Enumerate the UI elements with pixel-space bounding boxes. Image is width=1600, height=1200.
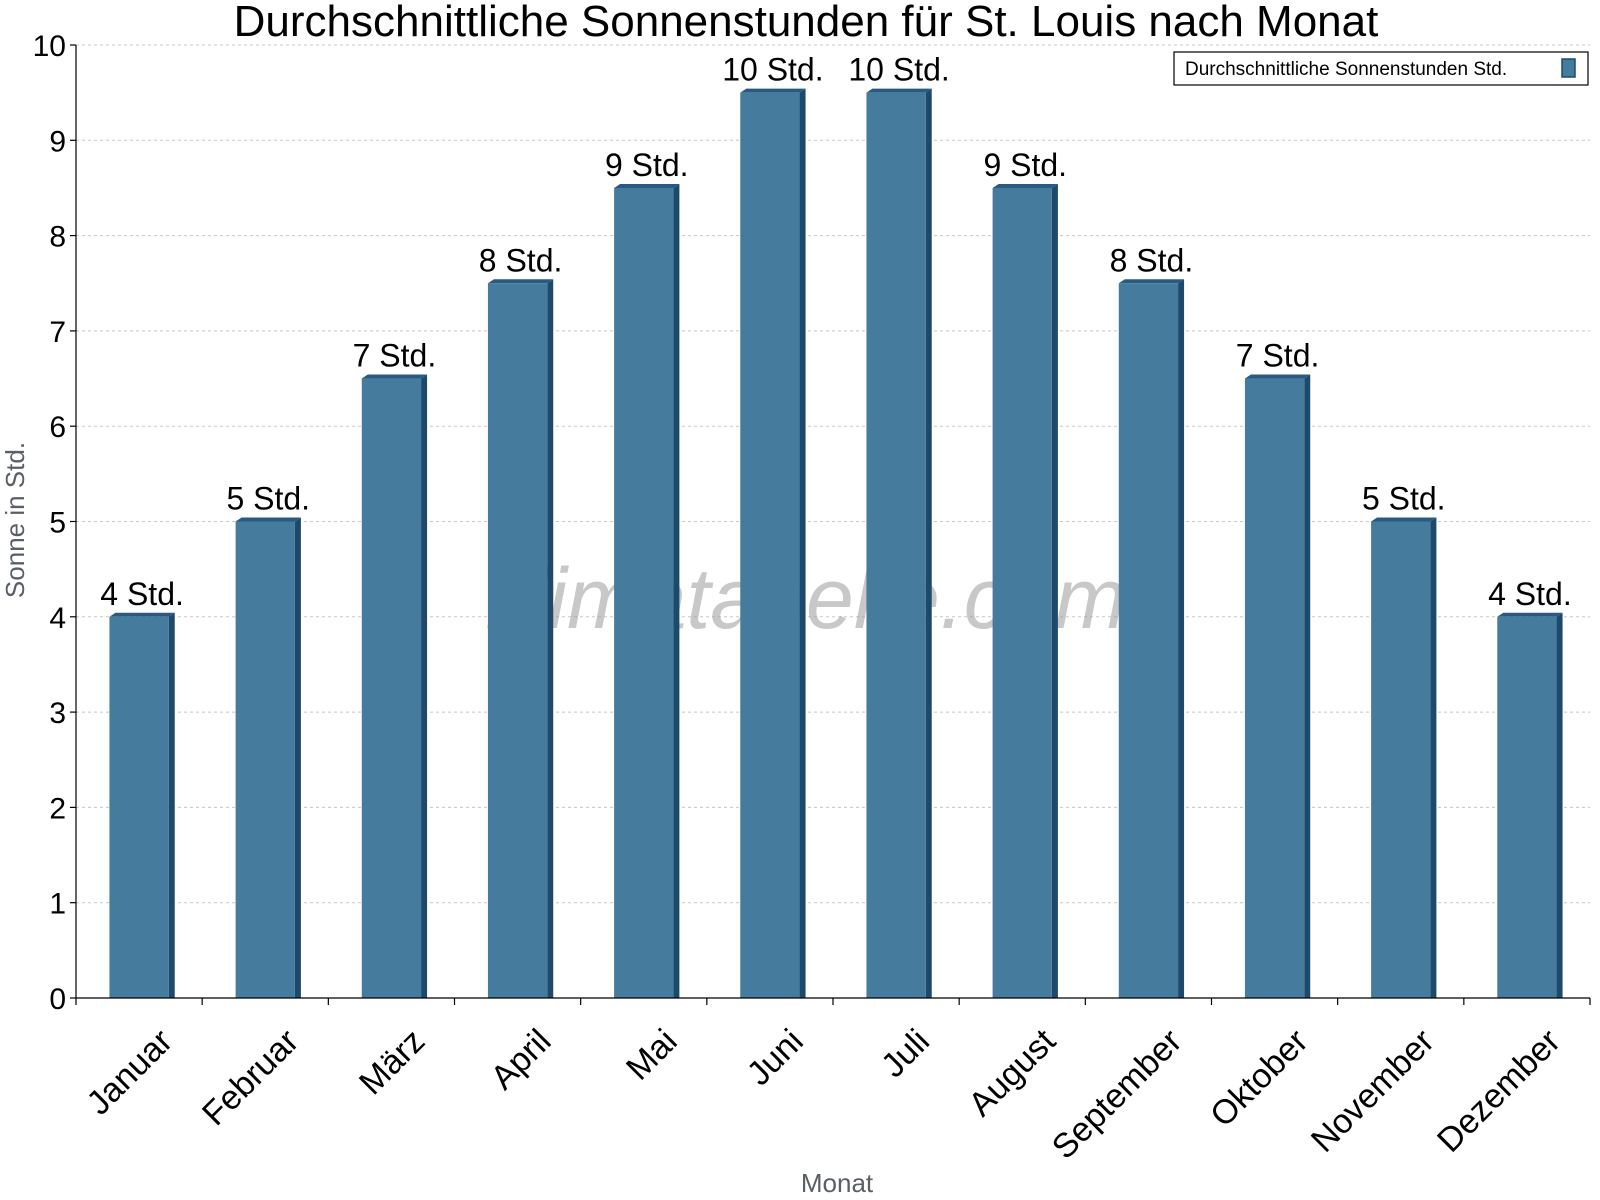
x-tick-label: September xyxy=(1045,1022,1189,1166)
bar-top xyxy=(487,279,554,284)
bar-top xyxy=(1497,612,1563,617)
bar-top xyxy=(1118,279,1185,284)
bar-value-label: 4 Std. xyxy=(1488,576,1572,612)
bar-face xyxy=(487,283,548,998)
bar-top xyxy=(1244,374,1311,379)
bar-face xyxy=(109,616,169,998)
x-tick-label: April xyxy=(483,1022,558,1097)
y-tick-label: 10 xyxy=(33,30,66,63)
bar xyxy=(1371,517,1437,998)
bar-value-label: 10 Std. xyxy=(848,52,949,88)
bar xyxy=(487,279,554,998)
bar-top xyxy=(1371,517,1437,522)
bar-side xyxy=(547,279,554,998)
y-tick-label: 7 xyxy=(49,316,66,349)
bar-value-label: 5 Std. xyxy=(1362,481,1446,517)
x-tick-label: Oktober xyxy=(1203,1022,1315,1134)
bar-side xyxy=(1304,374,1311,998)
bar xyxy=(361,374,428,998)
bar-top xyxy=(235,517,301,522)
x-tick-label: Januar xyxy=(80,1022,180,1122)
bar-value-label: 7 Std. xyxy=(1236,338,1320,374)
y-tick-label: 3 xyxy=(49,697,66,730)
x-tick-label: Mai xyxy=(619,1022,685,1088)
y-tick-label: 9 xyxy=(49,125,66,158)
bar-side xyxy=(1556,612,1563,998)
legend-label: Durchschnittliche Sonnenstunden Std. xyxy=(1185,59,1507,80)
bar-side xyxy=(1430,517,1437,998)
bar-side xyxy=(799,88,806,998)
bar-face xyxy=(1371,521,1431,998)
bar-value-label: 7 Std. xyxy=(353,338,437,374)
legend-box xyxy=(1173,51,1589,86)
y-tick-label: 4 xyxy=(49,602,66,635)
axes xyxy=(70,44,1591,1005)
data-labels: 4 Std. 5 Std. 7 Std. 8 Std. 9 Std. 10 Std. 10 … xyxy=(100,52,1571,612)
bar-value-label: 8 Std. xyxy=(479,242,563,278)
bars xyxy=(109,88,1563,998)
x-tick-label: Dezember xyxy=(1430,1022,1568,1160)
y-tick-label: 8 xyxy=(49,221,66,254)
bar-top xyxy=(614,183,680,188)
bar-top xyxy=(740,88,806,93)
bar-value-label: 8 Std. xyxy=(1110,242,1194,278)
gridlines xyxy=(76,44,1590,904)
bar-value-label: 9 Std. xyxy=(605,147,689,183)
bar-face xyxy=(614,187,674,998)
chart-title: Durchschnittliche Sonnenstunden für St. … xyxy=(234,0,1379,46)
bar-side xyxy=(294,517,301,998)
bar-face xyxy=(1497,616,1557,998)
bar-value-label: 4 Std. xyxy=(100,576,184,612)
x-tick-label: März xyxy=(352,1022,432,1102)
bar-side xyxy=(168,612,175,998)
bar xyxy=(992,183,1058,998)
x-axis-label: Monat xyxy=(801,1168,874,1198)
bar-value-label: 9 Std. xyxy=(983,147,1067,183)
y-tick-label: 5 xyxy=(49,507,66,540)
x-tick-label: Juni xyxy=(740,1022,811,1093)
bar xyxy=(235,517,301,998)
bar-top xyxy=(109,612,175,617)
bar-face xyxy=(1118,283,1179,998)
bar-face xyxy=(740,92,800,998)
bar-face xyxy=(866,92,926,998)
bar-side xyxy=(673,183,680,998)
bar xyxy=(1118,279,1185,998)
legend-swatch xyxy=(1561,58,1576,78)
bar-top xyxy=(866,88,932,93)
legend: Durchschnittliche Sonnenstunden Std. xyxy=(1173,51,1589,86)
y-tick-label: 0 xyxy=(49,983,66,1016)
bar xyxy=(1244,374,1311,998)
bar-face xyxy=(1244,378,1305,998)
bar-top xyxy=(361,374,428,379)
y-axis-label: Sonne in Std. xyxy=(0,442,30,598)
bar xyxy=(1497,612,1563,998)
y-tick-labels: 0 1 2 3 4 5 6 7 8 9 10 xyxy=(33,30,66,1016)
bar xyxy=(740,88,806,998)
bar-face xyxy=(361,378,422,998)
x-tick-label: August xyxy=(961,1022,1063,1124)
bar xyxy=(614,183,680,998)
bar xyxy=(109,612,175,998)
bar-value-label: 10 Std. xyxy=(722,52,823,88)
bar-face xyxy=(992,187,1052,998)
x-tick-label: Juli xyxy=(874,1022,937,1085)
x-tick-labels: Januar Februar März April Mai Juni Juli AugustS… xyxy=(80,1022,1568,1167)
bar-side xyxy=(1051,183,1058,998)
x-tick-label: November xyxy=(1304,1022,1442,1160)
x-tick-label: Februar xyxy=(195,1022,306,1133)
bar-value-label: 5 Std. xyxy=(226,481,310,517)
bar-side xyxy=(421,374,428,998)
bar xyxy=(866,88,932,998)
bar-side xyxy=(925,88,932,998)
y-tick-label: 2 xyxy=(49,792,66,825)
y-tick-label: 6 xyxy=(49,411,66,444)
bar-side xyxy=(1178,279,1185,998)
bar-face xyxy=(235,521,295,998)
y-tick-label: 1 xyxy=(49,888,66,921)
bar-top xyxy=(992,183,1058,188)
